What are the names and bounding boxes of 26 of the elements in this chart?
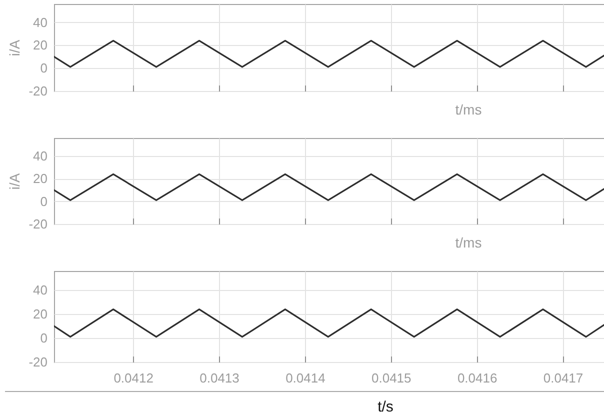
x-tick-label: 0.0412 xyxy=(114,370,154,386)
y-tick-label: -20 xyxy=(28,84,48,98)
x-axis-title: t/s xyxy=(378,398,394,416)
y-tick-label: 20 xyxy=(33,306,48,322)
x-tick-label: 0.0414 xyxy=(286,370,326,386)
x-axis-title: t/ms xyxy=(455,234,482,250)
y-tick-label: -20 xyxy=(28,354,48,370)
line-series xyxy=(54,173,604,202)
y-tick-label: 20 xyxy=(33,38,48,53)
y-tick-label: 40 xyxy=(33,14,48,30)
y-tick-label: 20 xyxy=(33,171,48,186)
x-tick-label: 0.0417 xyxy=(543,370,584,386)
y-tick-label: 0 xyxy=(40,60,48,76)
y-tick-label: 0 xyxy=(40,194,48,209)
line-series xyxy=(54,40,604,68)
y-tick-label: 0 xyxy=(40,330,48,346)
x-axis-title: t/ms xyxy=(455,102,482,118)
y-axis-title: i/A xyxy=(6,39,22,56)
x-tick-label: 0.0415 xyxy=(371,370,412,386)
y-axis-title: i/A xyxy=(6,172,22,190)
line-series xyxy=(54,308,604,338)
y-tick-label: -20 xyxy=(28,216,48,232)
x-tick-label: 0.0413 xyxy=(200,370,240,386)
x-tick-label: 0.0416 xyxy=(457,370,498,386)
y-tick-label: 40 xyxy=(33,282,48,298)
y-tick-label: 40 xyxy=(33,148,48,164)
